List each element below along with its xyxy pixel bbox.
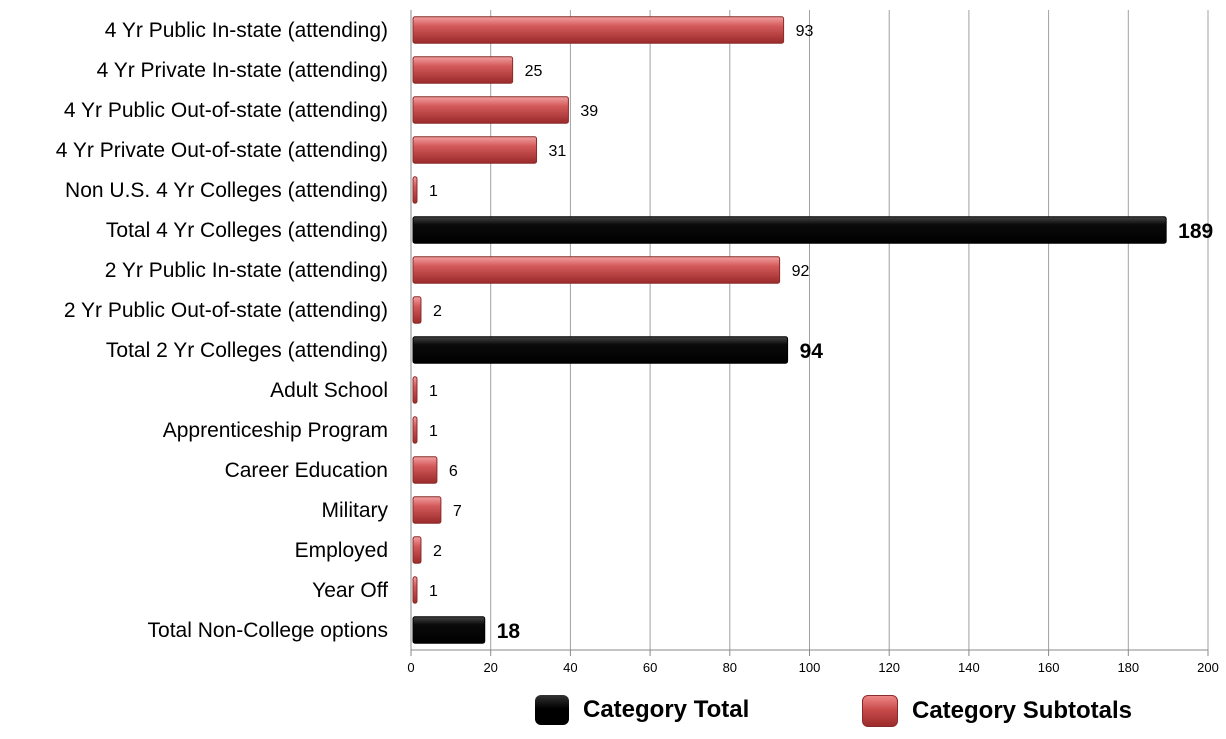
category-label: Total 4 Yr Colleges (attending) (106, 219, 388, 242)
bar-subtotal (412, 456, 438, 484)
x-tick-label: 80 (723, 660, 737, 675)
x-tick-label: 60 (643, 660, 657, 675)
data-label: 94 (800, 340, 824, 363)
bar-subtotal (412, 376, 418, 404)
category-label: Employed (295, 539, 388, 562)
value-labels: 93 25 39 31 1 189 92 2 94 1 1 6 7 2 1 18 (429, 23, 1213, 643)
x-tick-label: 160 (1038, 660, 1060, 675)
category-label: Non U.S. 4 Yr Colleges (attending) (65, 179, 388, 202)
data-label: 1 (429, 423, 438, 440)
gridlines (490, 10, 1209, 650)
data-label: 6 (449, 463, 458, 480)
category-label: Total 2 Yr Colleges (attending) (106, 339, 388, 362)
bar-subtotal (412, 16, 785, 44)
legend-subtotals: Category Subtotals (862, 695, 1132, 727)
bar-subtotal (412, 96, 569, 124)
data-label: 25 (525, 63, 543, 80)
data-label: 7 (453, 503, 462, 520)
data-label: 31 (549, 143, 567, 160)
bar-total (412, 616, 486, 644)
category-label: Total Non-College options (148, 619, 388, 642)
x-tick-label: 140 (958, 660, 980, 675)
data-label: 1 (429, 583, 438, 600)
bar-subtotal (412, 136, 538, 164)
category-labels: 4 Yr Public In-state (attending) 4 Yr Pri… (56, 19, 389, 642)
bars (412, 16, 1167, 644)
category-label: 4 Yr Public In-state (attending) (105, 19, 388, 42)
data-label: 18 (497, 620, 521, 643)
x-tick-label: 40 (563, 660, 577, 675)
bar-subtotal (412, 496, 442, 524)
data-label: 39 (580, 103, 598, 120)
legend-subtotals-label: Category Subtotals (912, 697, 1133, 724)
x-tick-label: 0 (407, 660, 414, 675)
category-label: Apprenticeship Program (163, 419, 388, 442)
data-label: 189 (1178, 220, 1213, 243)
bar-total (412, 336, 789, 364)
data-label: 1 (429, 183, 438, 200)
data-label: 1 (429, 383, 438, 400)
data-label: 93 (796, 23, 814, 40)
bar-subtotal (412, 256, 781, 284)
data-label: 2 (433, 303, 442, 320)
bar-subtotal (412, 176, 418, 204)
category-label: Year Off (312, 579, 388, 602)
category-label: 2 Yr Public Out-of-state (attending) (64, 299, 388, 322)
x-tick-label: 180 (1117, 660, 1139, 675)
category-label: Military (322, 499, 389, 522)
x-tick-label: 200 (1197, 660, 1219, 675)
category-label: Career Education (225, 459, 388, 482)
bar-subtotal (412, 536, 422, 564)
bar-chart: 4 Yr Public In-state (attending) 4 Yr Pri… (56, 10, 1219, 675)
bar-subtotal (412, 576, 418, 604)
x-tick-label: 100 (799, 660, 821, 675)
x-tick-label: 20 (483, 660, 497, 675)
bar-subtotal (412, 56, 514, 84)
category-label: 4 Yr Private Out-of-state (attending) (56, 139, 388, 162)
legend-total: Category Total (535, 695, 749, 725)
bar-subtotal (412, 296, 422, 324)
x-tick-label: 120 (878, 660, 900, 675)
data-label: 92 (792, 263, 810, 280)
data-label: 2 (433, 543, 442, 560)
category-label: 4 Yr Public Out-of-state (attending) (64, 99, 388, 122)
legend-total-swatch (535, 695, 569, 725)
bar-subtotal (412, 416, 418, 444)
bar-total (412, 216, 1167, 244)
legend-subtotals-swatch (862, 695, 898, 727)
x-axis: 0 20 40 60 80 100 120 140 160 180 200 (407, 10, 1219, 675)
category-label: 4 Yr Private In-state (attending) (97, 59, 388, 82)
category-label: 2 Yr Public In-state (attending) (105, 259, 388, 282)
legend-total-label: Category Total (583, 696, 750, 723)
category-label: Adult School (270, 379, 388, 402)
